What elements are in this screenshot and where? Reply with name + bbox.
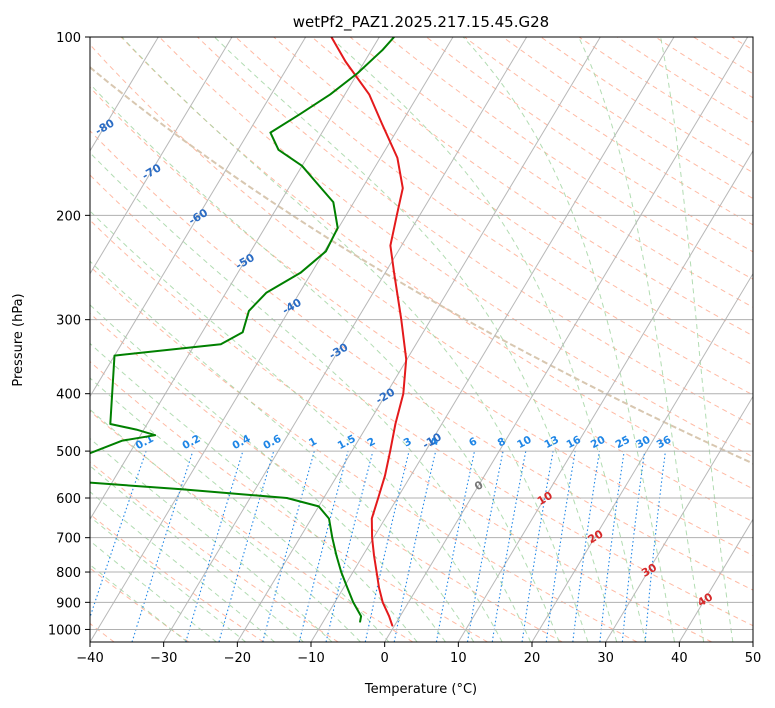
moist-adiabat	[90, 516, 246, 642]
pressure-gridlines	[90, 37, 753, 630]
x-tick-label: 10	[450, 651, 467, 666]
moist-adiabat	[121, 37, 589, 642]
y-tick-label: 300	[56, 314, 81, 329]
mixing-ratio-line	[131, 450, 194, 642]
y-tick-label: 500	[56, 445, 81, 460]
moist-adiabat	[329, 37, 647, 642]
x-tick-label: 50	[745, 651, 762, 666]
isotherm-line	[163, 37, 528, 642]
dry-adiabat	[90, 174, 753, 627]
x-axis-label: Temperature (°C)	[364, 682, 477, 697]
isotherm-line	[90, 37, 454, 642]
x-tick-label: −10	[297, 651, 324, 666]
mixing-ratio-line	[325, 450, 374, 642]
isotherm-line	[678, 518, 753, 642]
y-tick-label: 700	[56, 532, 81, 547]
moist-adiabat	[90, 260, 475, 642]
mixing-ratio-line	[218, 450, 275, 642]
dry-adiabat	[90, 461, 339, 642]
mixing-ratio-line	[572, 451, 601, 642]
x-tick-label: 30	[597, 651, 614, 666]
isotherm-line	[531, 272, 753, 642]
dry-adiabat	[273, 37, 753, 366]
mixing-ratio-line	[364, 450, 410, 642]
isotherm-line	[90, 37, 159, 152]
y-tick-label: 100	[56, 31, 81, 46]
moist-adiabat	[90, 152, 532, 642]
dry-adiabat	[120, 37, 753, 490]
dry-adiabat	[90, 513, 264, 642]
y-tick-label: 600	[56, 492, 81, 507]
dry-adiabat	[90, 43, 753, 523]
x-tick-label: 20	[524, 651, 541, 666]
moist-adiabat	[90, 408, 361, 642]
profile-lines	[90, 37, 408, 627]
dewpoint-line	[90, 37, 396, 623]
mixing-ratio-line	[185, 450, 244, 642]
mixing-ratio-line	[393, 450, 437, 642]
y-tick-label: 900	[56, 596, 81, 611]
dry-adiabat	[158, 37, 753, 458]
moist-adiabat	[90, 83, 560, 642]
isotherm-line	[90, 37, 233, 275]
temperature-line	[330, 37, 408, 627]
moist-adiabat	[90, 564, 188, 642]
background-lines	[90, 37, 753, 642]
isotherm-line	[605, 395, 753, 642]
y-axis-label: Pressure (hPa)	[11, 293, 26, 386]
moist-adiabat	[578, 37, 705, 642]
mixing-ratio-line	[644, 451, 666, 642]
moist-adiabat	[90, 465, 304, 642]
mixing-ratio-line	[599, 451, 625, 642]
dry-adiabat	[90, 312, 563, 642]
y-tick-label: 800	[56, 566, 81, 581]
mixing-ratio-line	[262, 450, 315, 642]
isotherm-line	[457, 149, 753, 642]
moist-adiabat	[90, 540, 217, 642]
moist-adiabat	[660, 37, 734, 642]
moist-adiabat	[462, 37, 676, 642]
x-tick-label: 40	[671, 651, 688, 666]
x-tick-label: −20	[224, 651, 251, 666]
plot-frame	[89, 36, 754, 643]
moist-adiabat	[90, 377, 390, 642]
x-tick-label: −40	[76, 651, 103, 666]
dry-adiabat	[197, 37, 753, 427]
moist-adiabat	[90, 491, 275, 642]
y-tick-label: 400	[56, 388, 81, 403]
moist-adiabat	[90, 304, 446, 642]
dry-adiabat	[349, 37, 753, 308]
mixing-ratio-line	[545, 451, 576, 642]
x-tick-label: 0	[381, 651, 389, 666]
isotherm-line	[90, 37, 380, 521]
isotherm-line	[236, 37, 601, 642]
axis-ticks: −40 −30 −20 −10 0 10 20 30 40 50 1000 900 800 700 600 5…	[48, 31, 761, 666]
isotherm-line	[90, 37, 307, 398]
moist-adiabat	[90, 210, 503, 642]
y-tick-label: 200	[56, 209, 81, 224]
isotherm-line	[384, 37, 749, 642]
dry-adiabat	[90, 360, 488, 642]
mixing-ratio-line	[521, 451, 554, 642]
dry-adiabat	[90, 130, 753, 591]
dry-adiabat	[90, 265, 638, 642]
plot-background	[90, 37, 753, 642]
chart-title: wetPf2_PAZ1.2025.217.15.45.G28	[293, 13, 549, 32]
mixing-ratio-line	[298, 450, 349, 642]
dry-adiabat	[90, 219, 712, 642]
y-tick-label: 1000	[48, 623, 81, 638]
x-tick-label: −30	[150, 651, 177, 666]
moist-adiabat	[90, 342, 418, 642]
mixing-ratio-line	[621, 451, 646, 642]
